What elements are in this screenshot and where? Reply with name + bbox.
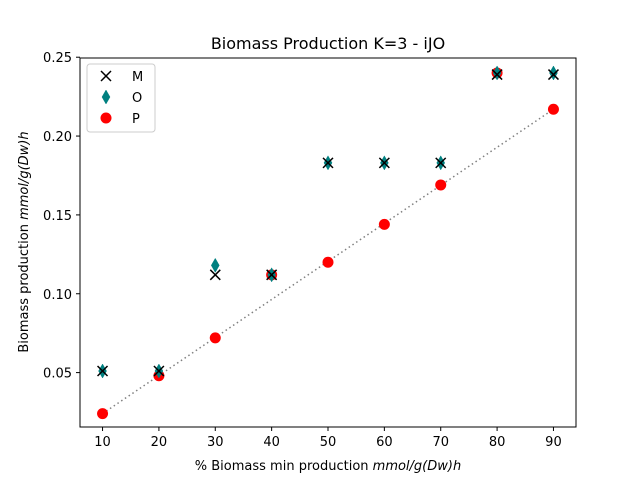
y-tick-label: 0.05 <box>43 367 72 382</box>
legend: MOP <box>86 63 156 133</box>
x-axis-label-unit: mmol/g(Dw)h <box>373 459 462 474</box>
chart-title: Biomass Production K=3 - iJO <box>211 34 445 53</box>
data-point-p <box>435 179 447 191</box>
legend-marker-o <box>101 89 111 105</box>
x-tick-label: 50 <box>320 435 337 450</box>
x-tick-label: 20 <box>151 435 168 450</box>
x-axis-label: % Biomass min production mmol/g(Dw)h <box>195 459 461 474</box>
data-point-m <box>491 69 503 81</box>
legend-marker-m <box>100 70 112 82</box>
x-tick-label: 80 <box>489 435 506 450</box>
data-point-m <box>209 269 221 281</box>
axes: 10 20 30 40 50 60 70 80 90 0.05 0.10 0.15 0.20 0.25 <box>43 51 562 450</box>
x-tick-label: 30 <box>207 435 224 450</box>
legend-label-m: M <box>132 70 143 85</box>
data-point-m <box>266 269 278 281</box>
legend-box <box>86 63 156 133</box>
y-axis-label: Biomass production mmol/g(Dw)h <box>17 131 32 352</box>
legend-label-p: P <box>132 112 140 127</box>
data-point-m <box>378 157 390 169</box>
data-point-p <box>378 218 390 230</box>
y-axis-label-text: Biomass production <box>17 220 32 353</box>
data-point-p <box>97 408 109 420</box>
trend-line <box>102 108 554 415</box>
x-tick-label: 70 <box>432 435 449 450</box>
data-point-m <box>97 365 109 377</box>
y-tick-label: 0.25 <box>43 51 72 66</box>
data-point-m <box>435 157 447 169</box>
x-axis-label-text: % Biomass min production <box>195 459 373 474</box>
data-point-p <box>322 256 334 268</box>
legend-label-o: O <box>132 91 142 106</box>
x-tick-label: 10 <box>94 435 111 450</box>
data-point-p <box>547 103 559 115</box>
data-point-m <box>153 365 165 377</box>
plot-area <box>97 65 559 420</box>
x-tick-label: 90 <box>545 435 562 450</box>
y-axis-label-unit: mmol/g(Dw)h <box>17 131 32 220</box>
x-tick-label: 40 <box>263 435 280 450</box>
data-point-m <box>547 69 559 81</box>
x-tick-label: 60 <box>376 435 393 450</box>
data-point-m <box>322 157 334 169</box>
data-point-o <box>210 257 220 273</box>
y-tick-label: 0.15 <box>43 209 72 224</box>
legend-marker-p <box>100 112 112 124</box>
data-point-p <box>209 332 221 344</box>
y-tick-label: 0.10 <box>43 288 72 303</box>
y-tick-label: 0.20 <box>43 130 72 145</box>
